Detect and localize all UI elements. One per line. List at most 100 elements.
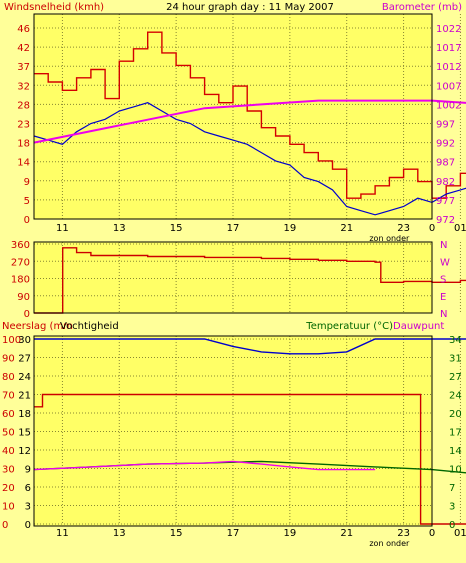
chart3-series-vochtigheid: [34, 338, 466, 355]
chart3-y-tick-left2: 0: [25, 520, 31, 531]
chart3-y-tick-left2: 21: [18, 391, 31, 402]
chart1-x-tick: 23: [397, 223, 410, 234]
chart3-y-tick-right: 0: [449, 520, 455, 531]
chart1-y-tick-right: 972: [436, 215, 455, 226]
chart3-x-tick: 13: [113, 528, 126, 539]
chart1-y-tick-left: 23: [17, 120, 30, 131]
chart3-y-tick-right: 14: [449, 446, 462, 457]
chart1-labels: 46 42 37 32 28 23 18 14 9 5 0 1022 1017 1012 1007 1002 9…: [17, 24, 466, 243]
chart3-y-tick-left: 70: [2, 391, 15, 402]
chart3-y-tick-right: 27: [449, 372, 462, 383]
chart3-frame: [33, 335, 433, 527]
chart3-series: [33, 338, 466, 525]
chart3-y-tick-left: 80: [2, 372, 15, 383]
chart1-ylabel-right: Barometer (mb): [382, 2, 462, 13]
chart2-y-tick-left: 180: [11, 275, 30, 286]
chart1-x-tick: 0: [429, 223, 435, 234]
chart3-x-tick: 01: [454, 528, 466, 539]
chart2-y-tick-right: E: [440, 292, 446, 303]
chart3-x-tick: 17: [227, 528, 240, 539]
chart3-y-tick-left2: 9: [25, 465, 31, 476]
chart2-series-windrichting: [34, 247, 466, 314]
chart1-y-tick-left: 42: [17, 43, 30, 54]
chart3-series-neerslag: [34, 393, 466, 525]
chart3-x-tick: 23: [397, 528, 410, 539]
chart3-grid: [34, 336, 461, 526]
chart1-y-tick-right: 1017: [436, 43, 461, 54]
chart1-y-tick-left: 5: [24, 196, 30, 207]
chart1-y-tick-right: 1022: [436, 24, 461, 35]
chart1-x-tick: 17: [227, 223, 240, 234]
chart3-ylabel-right2: Dauwpunt: [393, 321, 444, 332]
chart2-y-tick-right: N: [440, 240, 447, 251]
chart1-series-barometer: [33, 99, 466, 144]
chart3-ylabel-left2: Vochtigheid: [60, 321, 119, 332]
chart3-y-tick-left2: 27: [18, 354, 31, 365]
chart2-grid: [34, 242, 461, 314]
chart1-x-tick: 15: [170, 223, 183, 234]
chart3-y-tick-left: 10: [2, 502, 15, 513]
chart3-y-tick-right: 24: [449, 391, 462, 402]
chart3-x-tick: 19: [283, 528, 296, 539]
chart1-y-tick-right: 992: [436, 139, 455, 150]
chart1-y-tick-right: 982: [436, 177, 455, 188]
chart3-x-tick: 15: [170, 528, 183, 539]
chart3-y-tick-left: 90: [2, 354, 15, 365]
chart1-series: [33, 31, 466, 216]
chart1-x-tick: 19: [283, 223, 296, 234]
chart1-frame: [33, 13, 433, 220]
chart2-y-tick-left: 90: [17, 292, 30, 303]
chart3-ylabel-left: Neerslag (mm: [2, 321, 73, 332]
chart1-y-tick-left: 9: [24, 177, 30, 188]
chart1-y-tick-left: 14: [17, 158, 30, 169]
chart3-y-tick-left2: 24: [18, 372, 31, 383]
chart1-grid: [34, 14, 461, 220]
chart3-y-tick-left2: 15: [18, 428, 31, 439]
chart1-y-tick-right: 1012: [436, 62, 461, 73]
chart3-x-tick: 11: [56, 528, 69, 539]
chart1-series-windstoten: [33, 102, 466, 216]
chart1-ylabel-left: Windsnelheid (kmh): [4, 2, 104, 13]
chart2-frame: [33, 241, 433, 314]
chart3-y-tick-left2: 18: [18, 409, 31, 420]
chart1-y-tick-left: 46: [17, 24, 30, 35]
chart1-title: 24 hour graph day : 11 May 2007: [166, 2, 334, 13]
chart3-y-tick-left2: 12: [18, 446, 31, 457]
chart1-y-tick-right: 1007: [436, 81, 461, 92]
chart3-y-tick-right: 31: [449, 354, 462, 365]
chart1-y-tick-left: 0: [24, 215, 30, 226]
chart1-y-tick-left: 18: [17, 139, 30, 150]
chart3-y-tick-left: 50: [2, 428, 15, 439]
chart2-y-tick-right: N: [440, 309, 447, 320]
chart2-plot-bg: [34, 242, 432, 313]
chart3-series-dauwpunt: [33, 460, 376, 471]
chart3-y-tick-left2: 30: [18, 335, 31, 346]
chart3-y-tick-left: 60: [2, 409, 15, 420]
chart3-y-tick-left: 20: [2, 483, 15, 494]
chart3-x-tick: 21: [340, 528, 353, 539]
chart3-y-tick-right: 3: [449, 502, 455, 513]
chart1-y-tick-right: 977: [436, 196, 455, 207]
chart3-ylabel-right: Temperatuur (°C): [305, 321, 393, 332]
chart3-y-tick-right: 34: [449, 335, 462, 346]
chart1-sunset-label: zon onder: [369, 234, 410, 243]
chart3-y-tick-left: 40: [2, 446, 15, 457]
chart1-x-tick: 01: [454, 223, 466, 234]
chart2-series: [34, 247, 466, 314]
chart1-y-tick-left: 32: [17, 81, 30, 92]
chart1-y-tick-left: 37: [17, 62, 30, 73]
chart3-y-tick-right: 17: [449, 428, 462, 439]
chart3-labels: 1009080706050403020100302724211815129630…: [2, 335, 466, 548]
chart3-y-tick-left2: 3: [25, 502, 31, 513]
chart2-y-tick-right: S: [440, 275, 446, 286]
chart3-y-tick-left: 30: [2, 465, 15, 476]
chart2-y-tick-right: W: [440, 257, 450, 268]
chart1-y-tick-left: 28: [17, 100, 30, 111]
chart3-y-tick-left: 0: [2, 520, 8, 531]
chart3-y-tick-left: 100: [2, 335, 21, 346]
chart1-x-tick: 11: [56, 223, 69, 234]
chart3-x-tick: 0: [429, 528, 435, 539]
chart2-y-tick-left: 270: [11, 257, 30, 268]
